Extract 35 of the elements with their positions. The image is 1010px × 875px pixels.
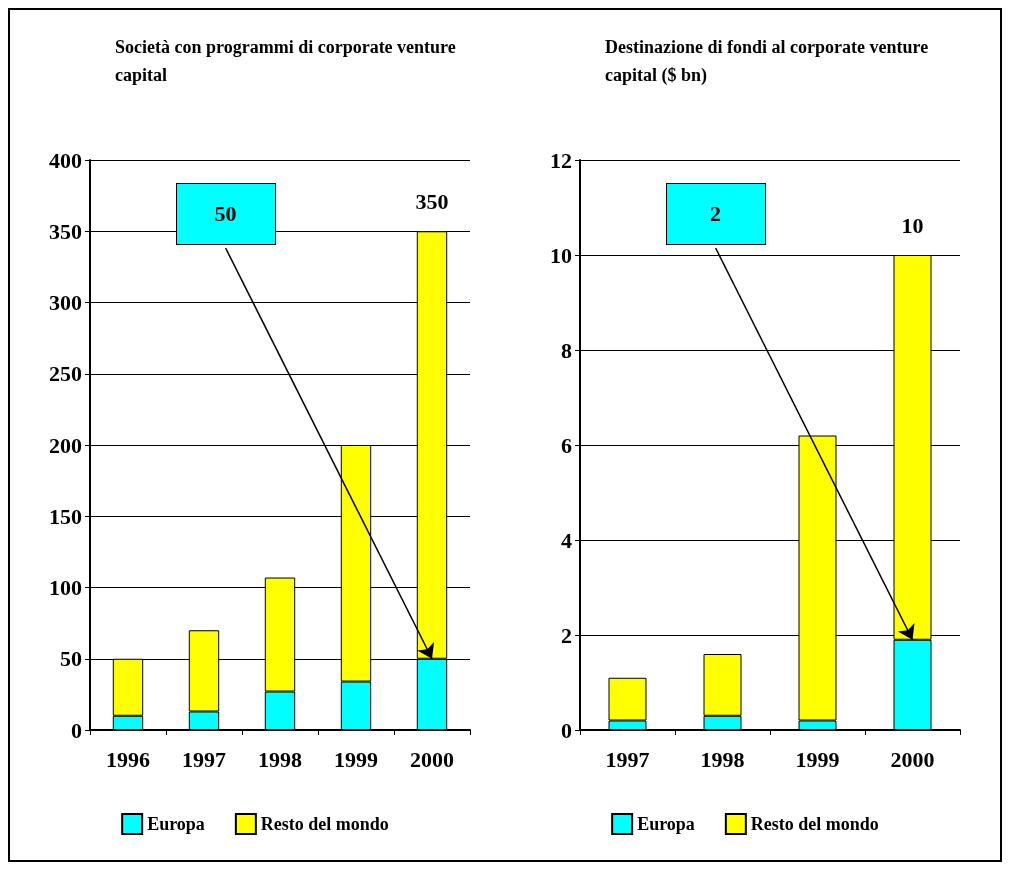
x-tick-label: 1998	[258, 746, 302, 772]
callout-box: 2	[665, 183, 766, 245]
y-tick-label: 200	[49, 432, 82, 458]
y-tick-label: 8	[561, 337, 572, 363]
x-tick-label: 2000	[410, 746, 454, 772]
legend-label: Europa	[147, 814, 205, 834]
y-tick-label: 6	[561, 432, 572, 458]
y-tick-label: 300	[49, 290, 82, 315]
x-tick-label: 1999	[795, 746, 840, 772]
x-tick-label: 1997	[182, 746, 226, 772]
annotation: 350	[415, 189, 449, 215]
y-tick-label: 4	[561, 527, 572, 553]
y-tick-label: 350	[49, 218, 82, 244]
x-tick-label: 2000	[890, 746, 935, 772]
y-tick-label: 10	[550, 242, 572, 268]
legend-label: Resto del mondo	[750, 814, 879, 834]
chart-title: Destinazione di fondi al corporate venture capital ($ bn)	[605, 37, 933, 86]
y-tick-label: 2	[561, 622, 572, 648]
y-tick-label: 0	[561, 717, 572, 743]
y-tick-label: 250	[49, 361, 82, 387]
y-tick-label: 50	[60, 646, 82, 672]
callout-box: 50	[175, 183, 276, 245]
x-tick-label: 1998	[700, 746, 745, 772]
y-tick-label: 400	[49, 147, 82, 173]
legend-label: Europa	[637, 814, 695, 834]
x-tick-label: 1997	[605, 746, 650, 772]
y-tick-label: 150	[49, 503, 82, 529]
legend-label: Resto del mondo	[260, 814, 389, 834]
x-tick-label: 1996	[106, 746, 150, 772]
y-tick-label: 100	[49, 575, 82, 600]
y-tick-label: 12	[550, 147, 572, 173]
annotation: 10	[901, 213, 924, 238]
chart-title: Società con programmi di corporate venture capital	[115, 37, 461, 85]
y-tick-label: 0	[71, 717, 82, 743]
x-tick-label: 1999	[334, 746, 378, 772]
